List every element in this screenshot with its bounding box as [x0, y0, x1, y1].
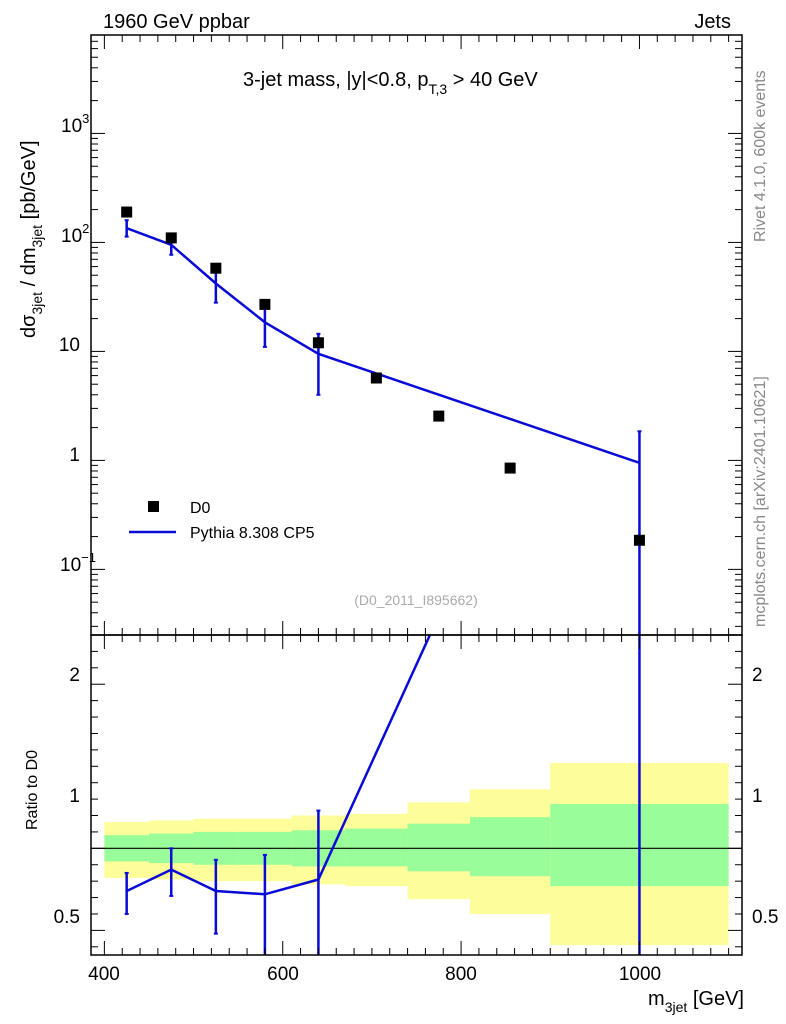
mc-ratio-series	[124, 635, 641, 955]
ratio-y-tick-label-0.5-left: 0.5	[54, 907, 80, 928]
main-axis-ticks	[91, 34, 742, 635]
main-panel: 10−1 1 10 102 103 3-jet mass, |y|<0.8, p…	[18, 34, 743, 636]
chart-title: 3-jet mass, |y|<0.8, pT,3 > 40 GeV	[243, 69, 538, 97]
x-tick-labels: 400 600 800 1000	[88, 964, 661, 985]
mc-main-line	[126, 227, 640, 465]
data-point	[633, 534, 645, 546]
y-tick-label-1: 1	[69, 445, 80, 466]
ratio-y-tick-label-1-right: 1	[752, 786, 763, 807]
rivet-version-label: Rivet 4.1.0, 600k events	[752, 70, 769, 242]
legend-data-marker	[148, 501, 159, 512]
header-right-label: Jets	[694, 11, 731, 33]
y-axis-label: dσ3jet / dm3jet [pb/GeV]	[18, 140, 45, 338]
mc-ratio-line	[126, 635, 432, 896]
data-point	[210, 262, 222, 274]
ratio-y-tick-label-2-left: 2	[69, 665, 80, 686]
mcplots-source-label: mcplots.cern.ch [arXiv:2401.10621]	[752, 376, 769, 627]
main-y-tick-labels: 10−1 1 10 102 103	[59, 111, 96, 576]
x-tick-label-400: 400	[88, 964, 120, 985]
green-band-segment	[345, 828, 408, 867]
ratio-uncertainty-bands	[104, 763, 729, 946]
x-tick-label-1000: 1000	[619, 964, 661, 985]
data-main-series	[121, 206, 645, 546]
ratio-y-tick-label-1-left: 1	[69, 786, 80, 807]
legend-data-label: D0	[190, 500, 211, 517]
ratio-y-axis-label: Ratio to D0	[24, 750, 41, 830]
x-tick-label-600: 600	[267, 964, 299, 985]
ratio-y-tick-label-2-right: 2	[752, 665, 763, 686]
mc-main-series	[124, 219, 642, 635]
header-left-label: 1960 GeV ppbar	[103, 11, 250, 33]
y-tick-label-100: 102	[61, 221, 89, 247]
legend: D0 Pythia 8.308 CP5	[129, 500, 315, 542]
ratio-panel: 0.5 1 2 0.5 1 2 400 600 800 1000 Ratio t…	[24, 634, 779, 1015]
y-tick-label-1000: 103	[61, 111, 89, 137]
analysis-id-label: (D0_2011_I895662)	[354, 592, 478, 608]
x-axis-label: m3jet [GeV]	[648, 988, 744, 1015]
green-band-segment	[407, 823, 471, 872]
x-tick-label-800: 800	[445, 964, 477, 985]
data-point	[504, 462, 516, 474]
data-point	[312, 337, 324, 349]
data-point	[259, 298, 271, 310]
data-point	[370, 372, 382, 384]
ratio-y-tick-labels: 0.5 1 2 0.5 1 2	[54, 665, 779, 928]
data-point	[165, 232, 177, 244]
ratio-y-tick-label-0.5-right: 0.5	[752, 907, 778, 928]
ratio-frame	[90, 634, 743, 956]
green-band-segment	[470, 817, 551, 877]
data-point	[433, 410, 445, 422]
data-point	[121, 206, 133, 218]
y-tick-label-10: 10	[59, 335, 80, 356]
ratio-axis-ticks	[91, 635, 742, 955]
y-tick-label-0.1: 10−1	[60, 550, 96, 576]
legend-mc-label: Pythia 8.308 CP5	[190, 525, 315, 542]
